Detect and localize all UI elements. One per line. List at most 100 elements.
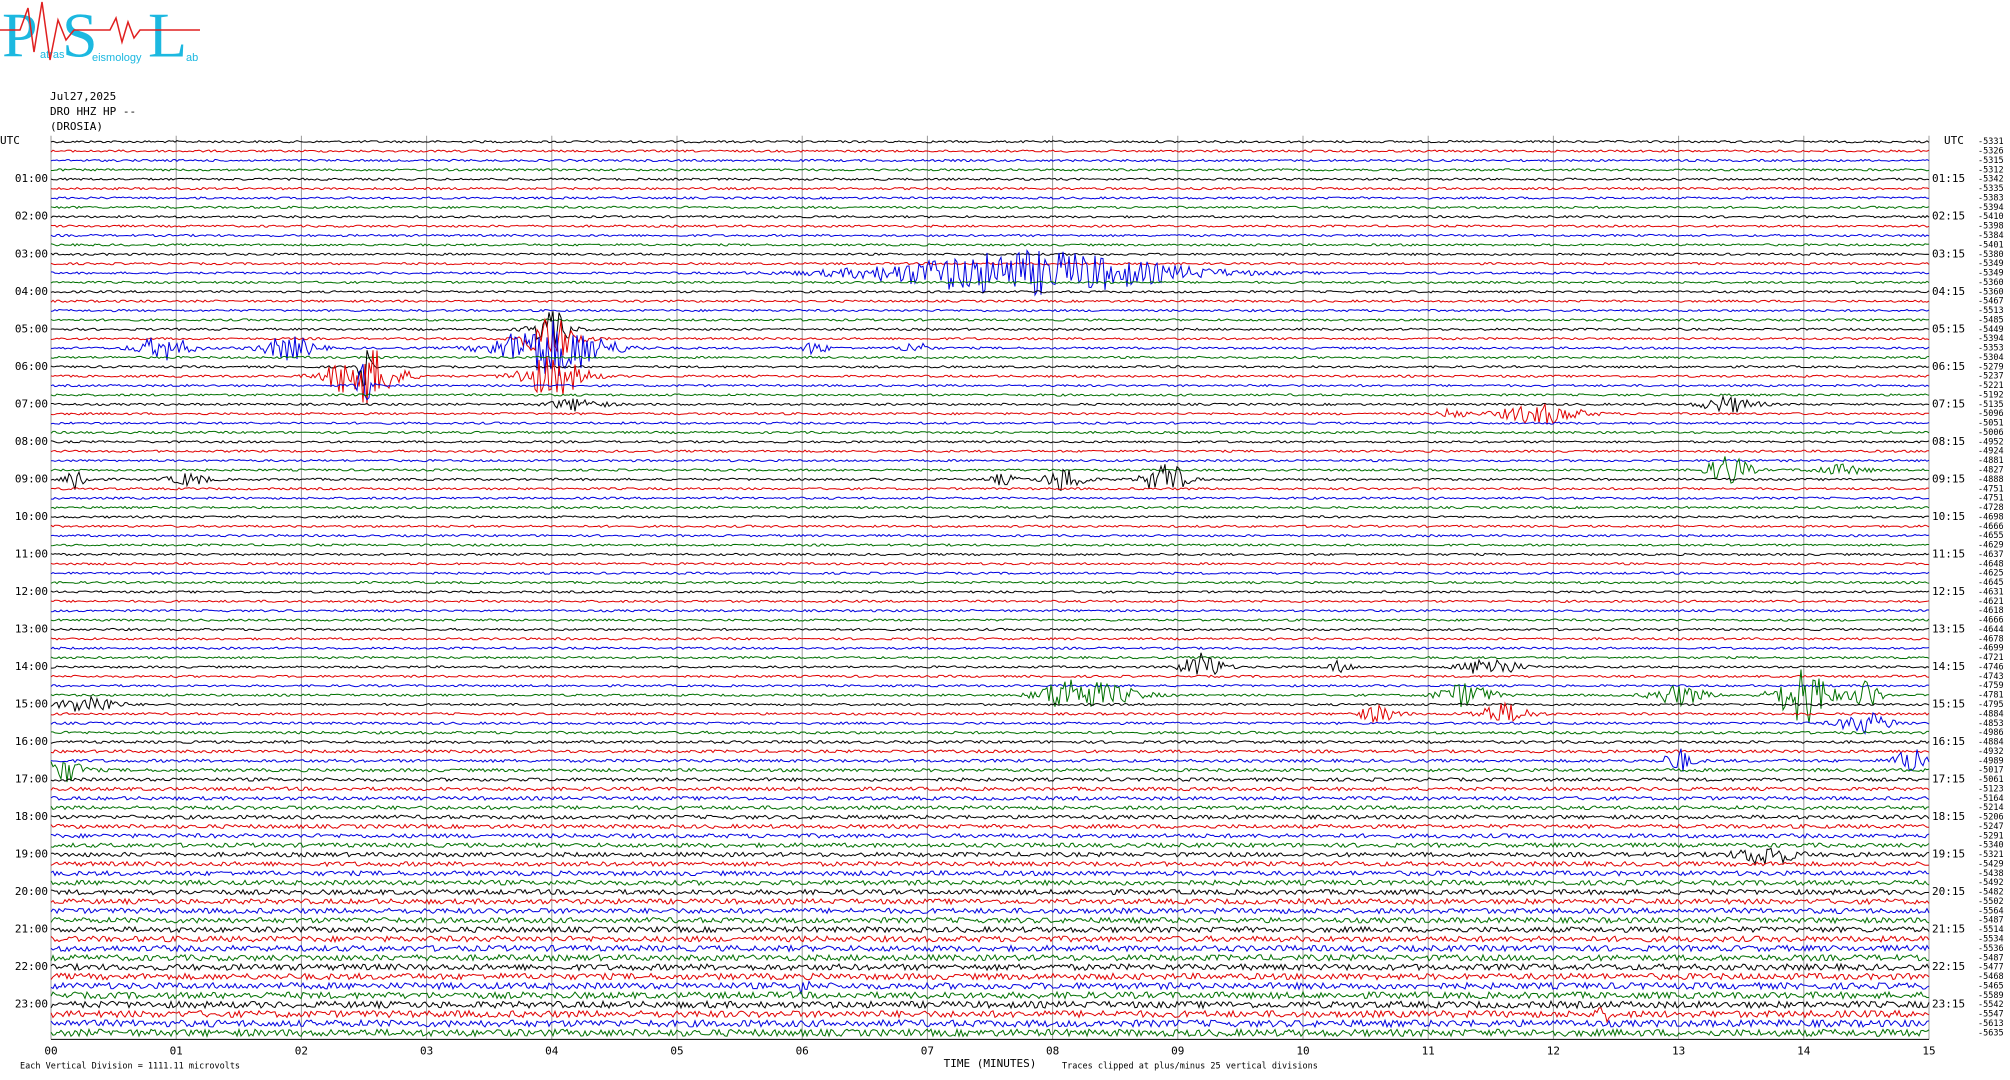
left-time-label: 01:00 bbox=[15, 172, 48, 185]
trace bbox=[50, 695, 1930, 712]
right-time-label: 12:15 bbox=[1932, 585, 1965, 598]
trace-offset: -4924 bbox=[1978, 447, 2004, 457]
trace bbox=[50, 934, 1930, 944]
date: Jul27,2025 bbox=[50, 90, 116, 103]
trace-offset: -4881 bbox=[1978, 456, 2004, 466]
trace bbox=[51, 168, 1930, 172]
right-time-label: 18:15 bbox=[1932, 810, 1965, 823]
trace-offset: -4751 bbox=[1978, 484, 2004, 494]
left-time-label: 02:00 bbox=[15, 210, 48, 223]
trace bbox=[50, 430, 1930, 435]
trace bbox=[50, 280, 1930, 285]
left-time-label: 04:00 bbox=[15, 285, 48, 298]
trace bbox=[50, 1007, 1930, 1024]
trace bbox=[50, 669, 1929, 724]
trace-offset: -4759 bbox=[1978, 681, 2004, 691]
right-time-label: 19:15 bbox=[1932, 848, 1965, 861]
trace-offset: -5384 bbox=[1978, 231, 2004, 241]
trace-offset: -5321 bbox=[1978, 850, 2004, 860]
logo-wave bbox=[0, 1, 200, 61]
trace bbox=[50, 249, 1930, 297]
trace-offset: -5304 bbox=[1978, 353, 2004, 363]
trace-offset: -5513 bbox=[1978, 306, 2004, 316]
trace-offset: -5335 bbox=[1978, 184, 2004, 194]
logo-letter: S bbox=[62, 0, 98, 71]
trace-offset: -4795 bbox=[1978, 700, 2004, 710]
trace bbox=[50, 1027, 1930, 1038]
trace-offset: -5237 bbox=[1978, 372, 2004, 382]
left-time-label: 18:00 bbox=[15, 810, 48, 823]
trace-offset: -5536 bbox=[1978, 944, 2004, 954]
left-time-label: 03:00 bbox=[15, 247, 48, 260]
trace-offset: -4648 bbox=[1978, 559, 2004, 569]
footer-left: Each Vertical Division = 1111.11 microvo… bbox=[20, 1062, 240, 1072]
trace-offset: -5353 bbox=[1978, 344, 2004, 354]
trace-offset: -5534 bbox=[1978, 935, 2004, 945]
logo-letter: L bbox=[148, 0, 187, 71]
trace bbox=[50, 261, 1930, 266]
trace bbox=[50, 847, 1930, 866]
trace bbox=[50, 308, 1930, 313]
x-tick-label: 06 bbox=[796, 1044, 809, 1057]
trace-offset: -5487 bbox=[1978, 953, 2004, 963]
right-time-label: 09:15 bbox=[1932, 472, 1965, 485]
trace bbox=[50, 748, 1930, 772]
traces bbox=[50, 139, 1930, 1038]
trace bbox=[50, 393, 1930, 397]
right-time-label: 20:15 bbox=[1932, 885, 1965, 898]
trace-offset: -5331 bbox=[1978, 137, 2004, 147]
labels: 00 01 02 03 04 05 06 07 08 09 10 11 12 13 14 15 01:00 01:… bbox=[15, 137, 2004, 1057]
trace bbox=[50, 458, 1930, 463]
right-time-label: 02:15 bbox=[1932, 210, 1965, 223]
trace-offset: -5096 bbox=[1978, 409, 2004, 419]
trace bbox=[50, 655, 1930, 660]
left-time-label: 09:00 bbox=[15, 472, 48, 485]
trace bbox=[50, 158, 1930, 163]
left-time-label: 14:00 bbox=[15, 660, 48, 673]
trace-offset: -4625 bbox=[1978, 569, 2004, 579]
left-time-label: 21:00 bbox=[15, 923, 48, 936]
trace bbox=[50, 562, 1930, 566]
trace bbox=[50, 196, 1930, 200]
trace bbox=[50, 186, 1930, 191]
trace-offset: -5383 bbox=[1978, 193, 2004, 203]
trace bbox=[50, 944, 1930, 953]
trace-offset: -4853 bbox=[1978, 719, 2004, 729]
trace bbox=[50, 860, 1930, 868]
trace bbox=[50, 252, 1930, 257]
left-axis-title: UTC bbox=[0, 134, 20, 147]
trace bbox=[50, 496, 1930, 500]
x-axis-title: TIME (MINUTES) bbox=[944, 1057, 1037, 1070]
trace-offset: -4645 bbox=[1978, 578, 2004, 588]
trace bbox=[51, 394, 1930, 413]
trace-offset: -5192 bbox=[1978, 390, 2004, 400]
right-time-label: 07:15 bbox=[1932, 397, 1965, 410]
trace bbox=[50, 139, 1930, 144]
left-time-label: 05:00 bbox=[15, 322, 48, 335]
trace bbox=[50, 290, 1930, 294]
trace bbox=[50, 599, 1930, 604]
left-time-label: 16:00 bbox=[15, 735, 48, 748]
trace bbox=[50, 701, 1930, 724]
x-tick-label: 08 bbox=[1046, 1044, 1059, 1057]
x-tick-label: 13 bbox=[1672, 1044, 1685, 1057]
trace-offset: -4986 bbox=[1978, 728, 2004, 738]
left-time-label: 07:00 bbox=[15, 397, 48, 410]
trace-offset: -4621 bbox=[1978, 597, 2004, 607]
trace bbox=[50, 761, 1930, 783]
logo: P atras S eismology L ab bbox=[0, 0, 200, 71]
right-time-label: 01:15 bbox=[1932, 172, 1965, 185]
left-time-label: 06:00 bbox=[15, 360, 48, 373]
trace bbox=[50, 916, 1930, 925]
trace bbox=[50, 505, 1930, 510]
trace bbox=[50, 879, 1930, 887]
trace bbox=[50, 552, 1930, 557]
trace bbox=[50, 627, 1930, 632]
trace-offset: -5589 bbox=[1978, 991, 2004, 1001]
x-tick-label: 01 bbox=[170, 1044, 183, 1057]
trace-offset: -5635 bbox=[1978, 1028, 2004, 1038]
trace-offset: -5349 bbox=[1978, 259, 2004, 269]
right-time-label: 11:15 bbox=[1932, 547, 1965, 560]
trace-offset: -4952 bbox=[1978, 437, 2004, 447]
